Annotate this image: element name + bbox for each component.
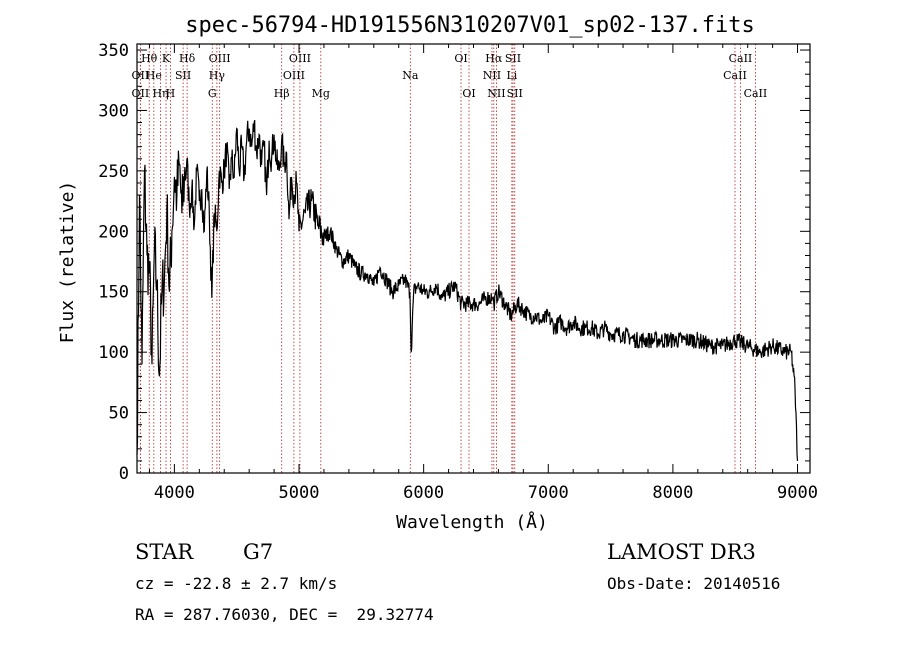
y-tick-label: 150 xyxy=(98,283,129,303)
marker-label: Na xyxy=(402,69,419,82)
x-tick-label: 7000 xyxy=(528,483,569,503)
x-tick-label: 8000 xyxy=(652,483,693,503)
marker-label: Hα xyxy=(485,52,503,65)
marker-label: OII xyxy=(132,87,150,100)
marker-label: CaII xyxy=(729,52,753,65)
marker-label: OI xyxy=(462,87,475,100)
y-axis-label: Flux (relative) xyxy=(57,181,78,344)
spectrum-line xyxy=(136,119,799,461)
marker-label: Hη xyxy=(152,87,168,100)
x-tick-label: 9000 xyxy=(777,483,818,503)
y-tick-label: 0 xyxy=(119,464,129,484)
y-tick-label: 200 xyxy=(98,222,129,242)
y-tick-label: 50 xyxy=(109,404,129,424)
marker-label: CaII xyxy=(723,69,747,82)
observation-date: Obs-Date: 20140516 xyxy=(607,574,781,593)
y-tick-label: 100 xyxy=(98,343,129,363)
marker-label: OI xyxy=(454,52,467,65)
marker-label: NII xyxy=(487,87,505,100)
marker-label: Li xyxy=(506,69,517,82)
x-tick-label: 5000 xyxy=(279,483,320,503)
marker-label: SII xyxy=(175,69,191,82)
y-tick-label: 250 xyxy=(98,162,129,182)
object-subclass: G7 xyxy=(243,540,274,564)
survey-release: LAMOST DR3 xyxy=(607,540,756,564)
marker-label: SII xyxy=(507,87,523,100)
marker-label: Mg xyxy=(312,87,330,100)
object-class: STAR xyxy=(135,540,194,564)
redshift-velocity: cz = -22.8 ± 2.7 km/s xyxy=(135,574,338,593)
marker-label: NII xyxy=(483,69,501,82)
marker-label: G xyxy=(208,87,217,100)
marker-label: He xyxy=(146,69,162,82)
marker-label: K xyxy=(162,52,171,65)
x-tick-label: 4000 xyxy=(154,483,195,503)
marker-label: OIII xyxy=(289,52,311,65)
marker-label: Hβ xyxy=(274,87,290,100)
marker-label: Hδ xyxy=(179,52,196,65)
y-tick-label: 350 xyxy=(98,41,129,61)
plot-frame xyxy=(136,43,811,474)
marker-label: CaII xyxy=(744,87,768,100)
sky-coordinates: RA = 287.76030, DEC = 29.32774 xyxy=(135,605,434,624)
axes: 4000 5000 6000 7000 8000 9000 0 50 100 150 200 250 3… xyxy=(98,41,818,503)
x-tick-label: 6000 xyxy=(403,483,444,503)
marker-label: Hγ xyxy=(209,69,226,82)
marker-label: H xyxy=(166,87,176,100)
marker-label: SII xyxy=(505,52,521,65)
y-tick-label: 300 xyxy=(98,101,129,121)
chart-title: spec-56794-HD191556N310207V01_sp02-137.f… xyxy=(185,13,755,38)
x-axis-label: Wavelength (Å) xyxy=(396,511,548,533)
marker-label: Hθ xyxy=(141,52,158,65)
marker-label: OIII xyxy=(209,52,231,65)
marker-label: OIII xyxy=(283,69,305,82)
